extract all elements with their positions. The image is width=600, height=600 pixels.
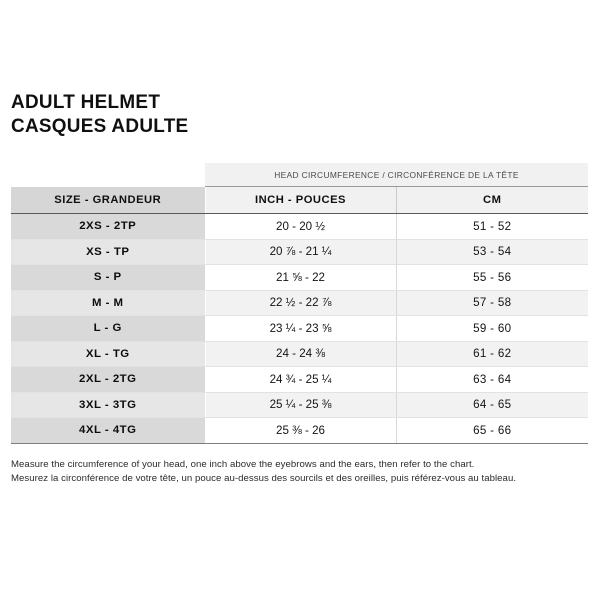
cell-inch: 25 ⅜ - 26 [204,417,396,444]
cell-cm: 64 - 65 [395,392,589,418]
cell-inch: 25 ¼ - 25 ⅜ [204,392,396,418]
cell-size: 3XL - 3TG [11,392,205,418]
column-header-size: SIZE - GRANDEUR [11,186,205,214]
table-row: XL - TG 24 - 24 ⅜ 61 - 62 [11,341,589,367]
column-header-cm: CM [395,186,589,214]
cell-inch: 24 - 24 ⅜ [204,341,396,367]
table-row: S - P 21 ⅝ - 22 55 - 56 [11,264,589,291]
cell-cm: 57 - 58 [395,290,589,316]
cell-inch: 22 ½ - 22 ⅞ [204,290,396,316]
table-row: M - M 22 ½ - 22 ⅞ 57 - 58 [11,290,589,316]
title-english: ADULT HELMET [11,91,161,113]
cell-size: M - M [11,290,205,316]
cell-size: 2XS - 2TP [11,213,205,240]
cell-inch: 20 - 20 ½ [204,213,396,240]
cell-inch: 23 ¼ - 23 ⅝ [204,315,396,342]
cell-cm: 51 - 52 [395,213,589,240]
table-header: HEAD CIRCUMFERENCE / CIRCONFÉRENCE DE LA… [11,163,589,214]
cell-size: XL - TG [11,341,205,367]
table-row: L - G 23 ¼ - 23 ⅝ 59 - 60 [11,315,589,342]
table-row: 4XL - 4TG 25 ⅜ - 26 65 - 66 [11,417,589,444]
cell-size: 2XL - 2TG [11,366,205,393]
column-header-inch: INCH - POUCES [204,186,396,214]
cell-inch: 21 ⅝ - 22 [204,264,396,291]
table-row: XS - TP 20 ⅞ - 21 ¼ 53 - 54 [11,239,589,265]
table-column-header-row: SIZE - GRANDEUR INCH - POUCES CM [11,186,589,214]
instruction-french: Mesurez la circonférence de votre tête, … [11,472,517,484]
cell-cm: 59 - 60 [395,315,589,342]
cell-cm: 63 - 64 [395,366,589,393]
table-row: 3XL - 3TG 25 ¼ - 25 ⅜ 64 - 65 [11,392,589,418]
cell-cm: 61 - 62 [395,341,589,367]
measurement-instructions: Measure the circumference of your head, … [11,458,589,485]
table-body: 2XS - 2TP 20 - 20 ½ 51 - 52 XS - TP 20 ⅞… [11,213,589,444]
header-spacer-cell [11,163,205,187]
cell-size: 4XL - 4TG [11,417,205,444]
table-header-span-row: HEAD CIRCUMFERENCE / CIRCONFÉRENCE DE LA… [11,163,589,187]
instruction-english: Measure the circumference of your head, … [11,459,475,470]
size-chart-table-wrapper: HEAD CIRCUMFERENCE / CIRCONFÉRENCE DE LA… [11,163,589,444]
title-french: CASQUES ADULTE [11,115,189,137]
size-chart-table: HEAD CIRCUMFERENCE / CIRCONFÉRENCE DE LA… [11,163,589,444]
table-row: 2XL - 2TG 24 ¾ - 25 ¼ 63 - 64 [11,366,589,393]
cell-inch: 24 ¾ - 25 ¼ [204,366,396,393]
cell-size: L - G [11,315,205,342]
cell-inch: 20 ⅞ - 21 ¼ [204,239,396,265]
table-row: 2XS - 2TP 20 - 20 ½ 51 - 52 [11,213,589,240]
cell-size: S - P [11,264,205,291]
cell-size: XS - TP [11,239,205,265]
cell-cm: 53 - 54 [395,239,589,265]
cell-cm: 65 - 66 [395,417,589,444]
page-title: ADULT HELMET CASQUES ADULTE [11,90,194,138]
head-circumference-span-header: HEAD CIRCUMFERENCE / CIRCONFÉRENCE DE LA… [205,163,589,187]
cell-cm: 55 - 56 [395,264,589,291]
